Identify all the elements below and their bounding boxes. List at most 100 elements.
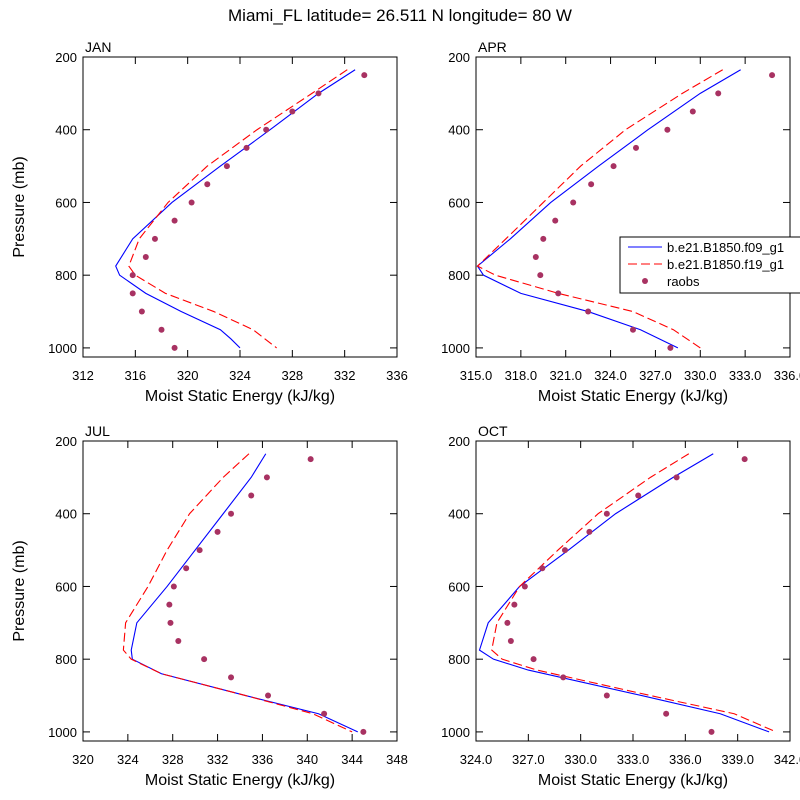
y-tick-label: 600 [448, 195, 470, 210]
panel: 200 400 600 800 1000 320 324 328 332 336 340 344 348… [11, 423, 408, 789]
data-point [248, 492, 255, 499]
x-tick-label: 321.0 [549, 368, 582, 383]
x-tick-label: 348 [386, 752, 408, 767]
data-point [504, 619, 511, 626]
data-point [630, 326, 636, 333]
x-tick-label: 324.0 [594, 368, 627, 383]
data-point [715, 90, 722, 97]
y-tick-label: 400 [55, 123, 77, 138]
data-point [265, 692, 272, 699]
data-point [142, 254, 149, 260]
data-point [307, 456, 314, 463]
x-tick-label: 315.0 [460, 368, 493, 383]
series-line [122, 453, 353, 733]
data-point [243, 144, 250, 151]
data-point [361, 72, 368, 79]
y-tick-label: 600 [448, 579, 470, 594]
data-point [214, 528, 221, 535]
data-point [673, 474, 680, 481]
x-tick-label: 332 [334, 368, 356, 383]
data-point [315, 90, 322, 97]
series-line [476, 69, 741, 349]
data-point [708, 728, 715, 735]
x-tick-label: 324 [229, 368, 251, 383]
data-point [201, 656, 208, 663]
y-tick-label: 400 [448, 507, 470, 522]
x-tick-label: 318.0 [505, 368, 538, 383]
y-tick-label: 200 [55, 50, 77, 65]
y-tick-label: 400 [55, 507, 77, 522]
data-point [129, 290, 136, 297]
data-point [158, 326, 165, 333]
data-point [175, 638, 182, 644]
data-point [196, 547, 203, 554]
data-point [610, 163, 617, 170]
series-line [478, 453, 770, 733]
data-point [532, 254, 539, 260]
legend-marker [642, 278, 648, 284]
panel: 200 400 600 800 1000 315.0 318.0 321.0 324.0 327.… [441, 39, 800, 405]
y-tick-label: 200 [448, 434, 470, 449]
panel-title: JAN [85, 39, 111, 55]
data-point [586, 528, 593, 535]
data-point [263, 474, 270, 481]
x-tick-label: 316 [124, 368, 146, 383]
data-point [204, 181, 211, 188]
legend-label: b.e21.B1850.f09_g1 [667, 240, 784, 255]
y-tick-label: 1000 [441, 725, 470, 740]
data-point [632, 144, 639, 151]
series-line [476, 69, 723, 349]
x-tick-label: 339.0 [721, 752, 754, 767]
data-point [151, 235, 158, 242]
panel: 200 400 600 800 1000 312 316 320 324 328 332 336 JAN… [11, 39, 408, 405]
data-point [360, 728, 367, 735]
x-tick-label: 320 [177, 368, 199, 383]
x-tick-label: 332 [207, 752, 229, 767]
data-point [511, 601, 518, 608]
data-point [741, 456, 748, 463]
data-point [603, 510, 610, 517]
data-point [769, 72, 776, 79]
x-tick-label: 328 [281, 368, 303, 383]
data-point [507, 638, 514, 644]
y-tick-label: 1000 [48, 341, 77, 356]
data-point [585, 308, 592, 315]
data-point [223, 163, 230, 170]
y-tick-label: 200 [448, 50, 470, 65]
x-tick-label: 324 [117, 752, 139, 767]
data-point [635, 492, 642, 499]
data-point [289, 108, 296, 115]
data-point [166, 601, 173, 608]
x-tick-label: 330.0 [564, 752, 597, 767]
y-tick-label: 1000 [441, 341, 470, 356]
y-tick-label: 1000 [48, 725, 77, 740]
legend-label: raobs [667, 274, 700, 289]
series-line [128, 69, 348, 349]
x-tick-label: 333.0 [617, 752, 650, 767]
y-tick-label: 800 [448, 268, 470, 283]
data-point [667, 344, 674, 351]
data-point [129, 272, 136, 279]
data-point [664, 126, 671, 133]
x-tick-label: 336.0 [669, 752, 702, 767]
panel: 200 400 600 800 1000 324.0 327.0 330.0 333.0 336.… [441, 423, 800, 789]
data-point [521, 583, 528, 590]
data-point [539, 565, 546, 572]
legend-box [619, 236, 800, 294]
panel-title: OCT [478, 423, 508, 439]
data-point [560, 674, 567, 681]
x-tick-label: 312 [72, 368, 94, 383]
y-tick-label: 800 [448, 652, 470, 667]
series-line [491, 453, 777, 733]
panel-title: JUL [85, 423, 110, 439]
data-point [537, 272, 544, 279]
x-axis-label: Moist Static Energy (kJ/kg) [538, 388, 728, 405]
x-tick-label: 344 [341, 752, 363, 767]
y-tick-label: 400 [448, 123, 470, 138]
y-tick-label: 600 [55, 195, 77, 210]
data-point [171, 217, 178, 224]
x-tick-label: 328 [162, 752, 184, 767]
data-point [540, 235, 547, 242]
